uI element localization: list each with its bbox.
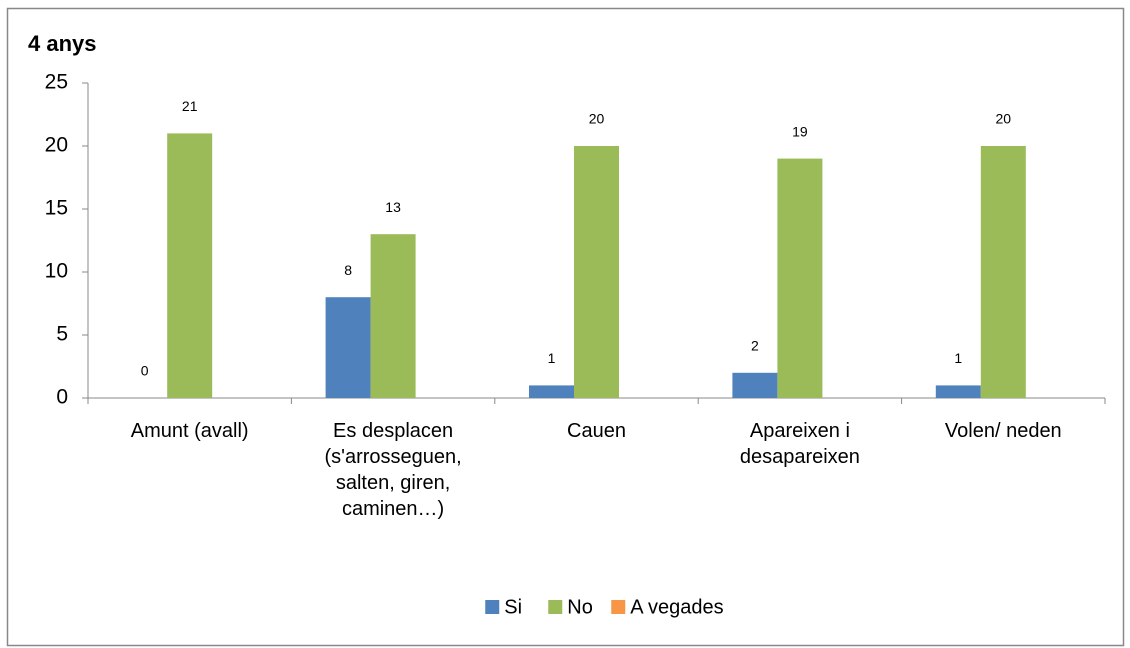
data-label: 1 [548,350,556,366]
bar [574,146,619,398]
y-tick-label: 20 [45,134,68,157]
y-tick-label: 0 [56,386,68,409]
legend-swatch [611,600,626,614]
bar [325,297,371,398]
y-tick-label: 10 [45,260,68,283]
data-label: 2 [751,338,759,354]
y-tick-label: 5 [56,323,68,346]
data-label: 20 [589,111,605,127]
data-label: 21 [182,98,198,114]
bar [529,385,574,398]
legend-swatch [485,600,500,614]
x-tick-label: Es desplacen (s'arrosseguen, salten, gir… [324,420,462,520]
bar [167,133,213,398]
data-label: 13 [385,199,401,215]
y-tick-label: 25 [45,71,68,94]
bar [732,372,778,398]
data-label: 1 [954,350,962,366]
bar [777,158,823,398]
x-tick-label: Volen/ neden [944,420,1062,442]
chart-title: 4 anys [28,31,97,56]
legend-label: A vegades [630,596,723,618]
data-label: 19 [792,123,808,139]
data-label: 8 [344,262,352,278]
bar [980,146,1026,398]
data-label: 20 [996,111,1012,127]
x-tick-label: Cauen [567,420,626,442]
legend-swatch [548,600,563,614]
bar [935,385,981,398]
legend-label: Si [504,596,522,618]
x-tick-label: Apareixen i desapareixen [739,420,860,468]
data-label: 0 [141,363,149,379]
bar [370,234,416,398]
legend-label: No [567,596,593,618]
x-tick-label: Amunt (avall) [130,420,249,442]
y-tick-label: 15 [45,197,68,220]
